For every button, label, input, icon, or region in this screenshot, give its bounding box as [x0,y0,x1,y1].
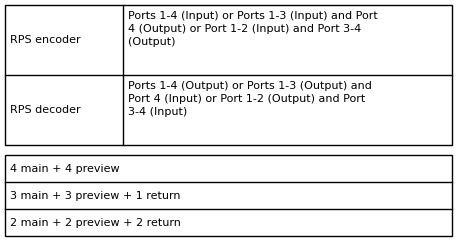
Text: RPS encoder: RPS encoder [10,35,80,45]
Text: Ports 1-4 (Input) or Ports 1-3 (Input) and Port
4 (Output) or Port 1-2 (Input) a: Ports 1-4 (Input) or Ports 1-3 (Input) a… [128,11,378,47]
Bar [5,5,452,145]
Text: Ports 1-4 (Output) or Ports 1-3 (Output) and
Port 4 (Input) or Port 1-2 (Output): Ports 1-4 (Output) or Ports 1-3 (Output)… [128,81,372,117]
Text: 3 main + 3 preview + 1 return: 3 main + 3 preview + 1 return [10,191,181,200]
Text: 4 main + 4 preview: 4 main + 4 preview [10,163,120,173]
Text: RPS decoder: RPS decoder [10,105,80,115]
Bar [5,155,452,236]
Text: 2 main + 2 preview + 2 return: 2 main + 2 preview + 2 return [10,218,181,228]
